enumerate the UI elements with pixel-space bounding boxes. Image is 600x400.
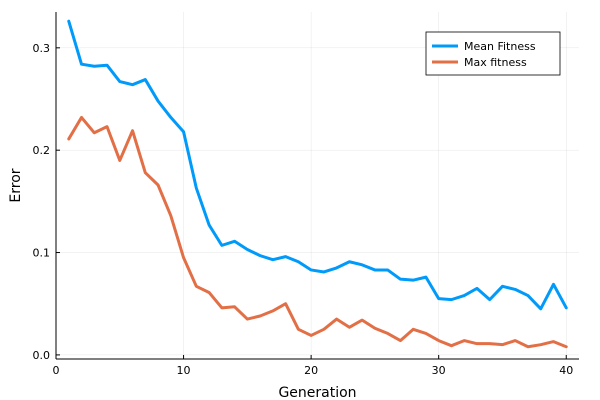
x-tick-label: 0	[53, 364, 60, 377]
legend-label: Max fitness	[464, 56, 527, 69]
x-tick-label: 40	[559, 364, 573, 377]
series-line-mean-fitness	[67, 19, 568, 311]
x-tick-label: 10	[177, 364, 191, 377]
x-tick-label: 20	[304, 364, 318, 377]
legend-label: Mean Fitness	[464, 40, 536, 53]
series-group	[67, 19, 568, 349]
y-tick-label: 0.1	[33, 247, 51, 260]
y-tick-label: 0.2	[33, 144, 51, 157]
axes	[55, 12, 579, 360]
series-line-max-fitness	[67, 115, 568, 349]
y-tick-label: 0.0	[33, 349, 51, 362]
legend: Mean Fitness Max fitness	[425, 31, 561, 76]
tick-labels: 0 10 20 30 40 0.0 0.1 0.2 0.3	[33, 42, 574, 377]
y-tick-label: 0.3	[33, 42, 51, 55]
y-axis-title: Error	[8, 168, 24, 202]
x-tick-label: 30	[432, 364, 446, 377]
legend-box	[425, 31, 561, 76]
x-axis-title: Generation	[278, 385, 356, 400]
